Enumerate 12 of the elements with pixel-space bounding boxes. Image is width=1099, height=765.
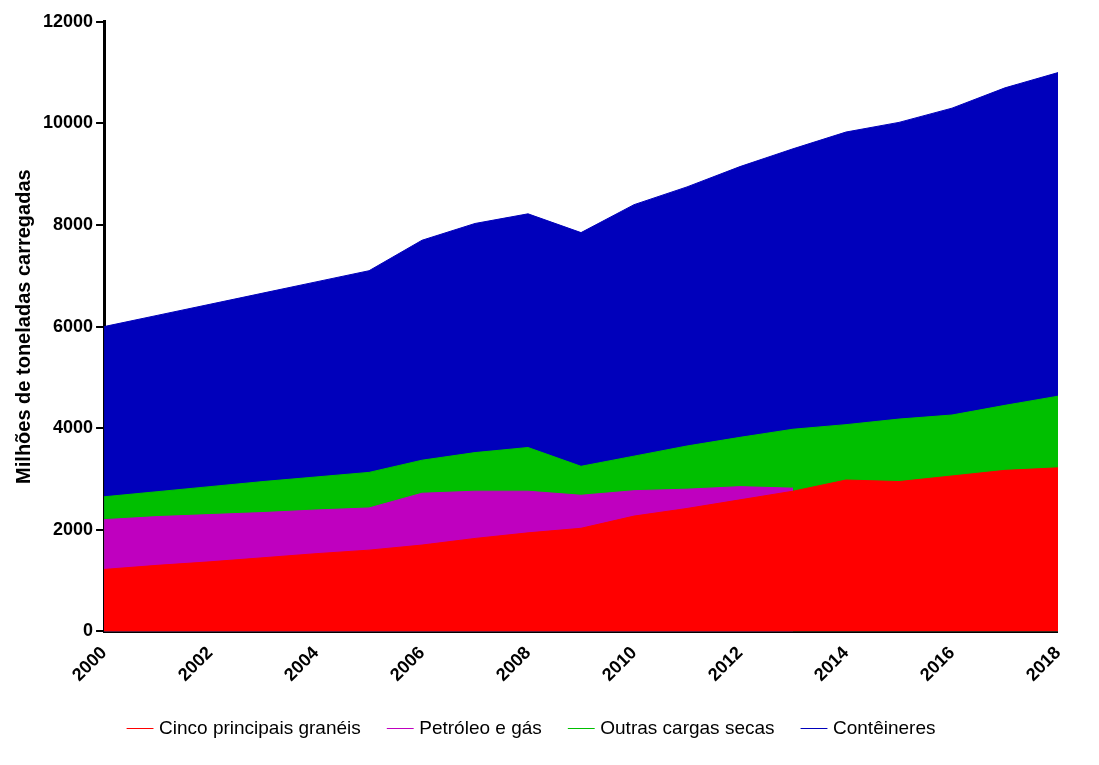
legend-label: Contêineres (833, 716, 936, 738)
y-tick-label: 0 (83, 620, 94, 641)
y-tick-label: 8000 (53, 213, 94, 234)
legend-label: Cinco principais granéis (159, 716, 361, 738)
y-tick-label: 4000 (53, 417, 94, 438)
y-tick-label: 12000 (42, 10, 94, 31)
legend-label: Petróleo e gás (419, 716, 542, 738)
legend-label: Outras cargas secas (600, 716, 775, 738)
y-axis-title: Milhões de toneladas carregadas (11, 169, 34, 484)
y-tick-label: 2000 (53, 518, 94, 539)
y-tick-label: 10000 (42, 112, 94, 133)
y-tick-label: 6000 (53, 315, 94, 336)
